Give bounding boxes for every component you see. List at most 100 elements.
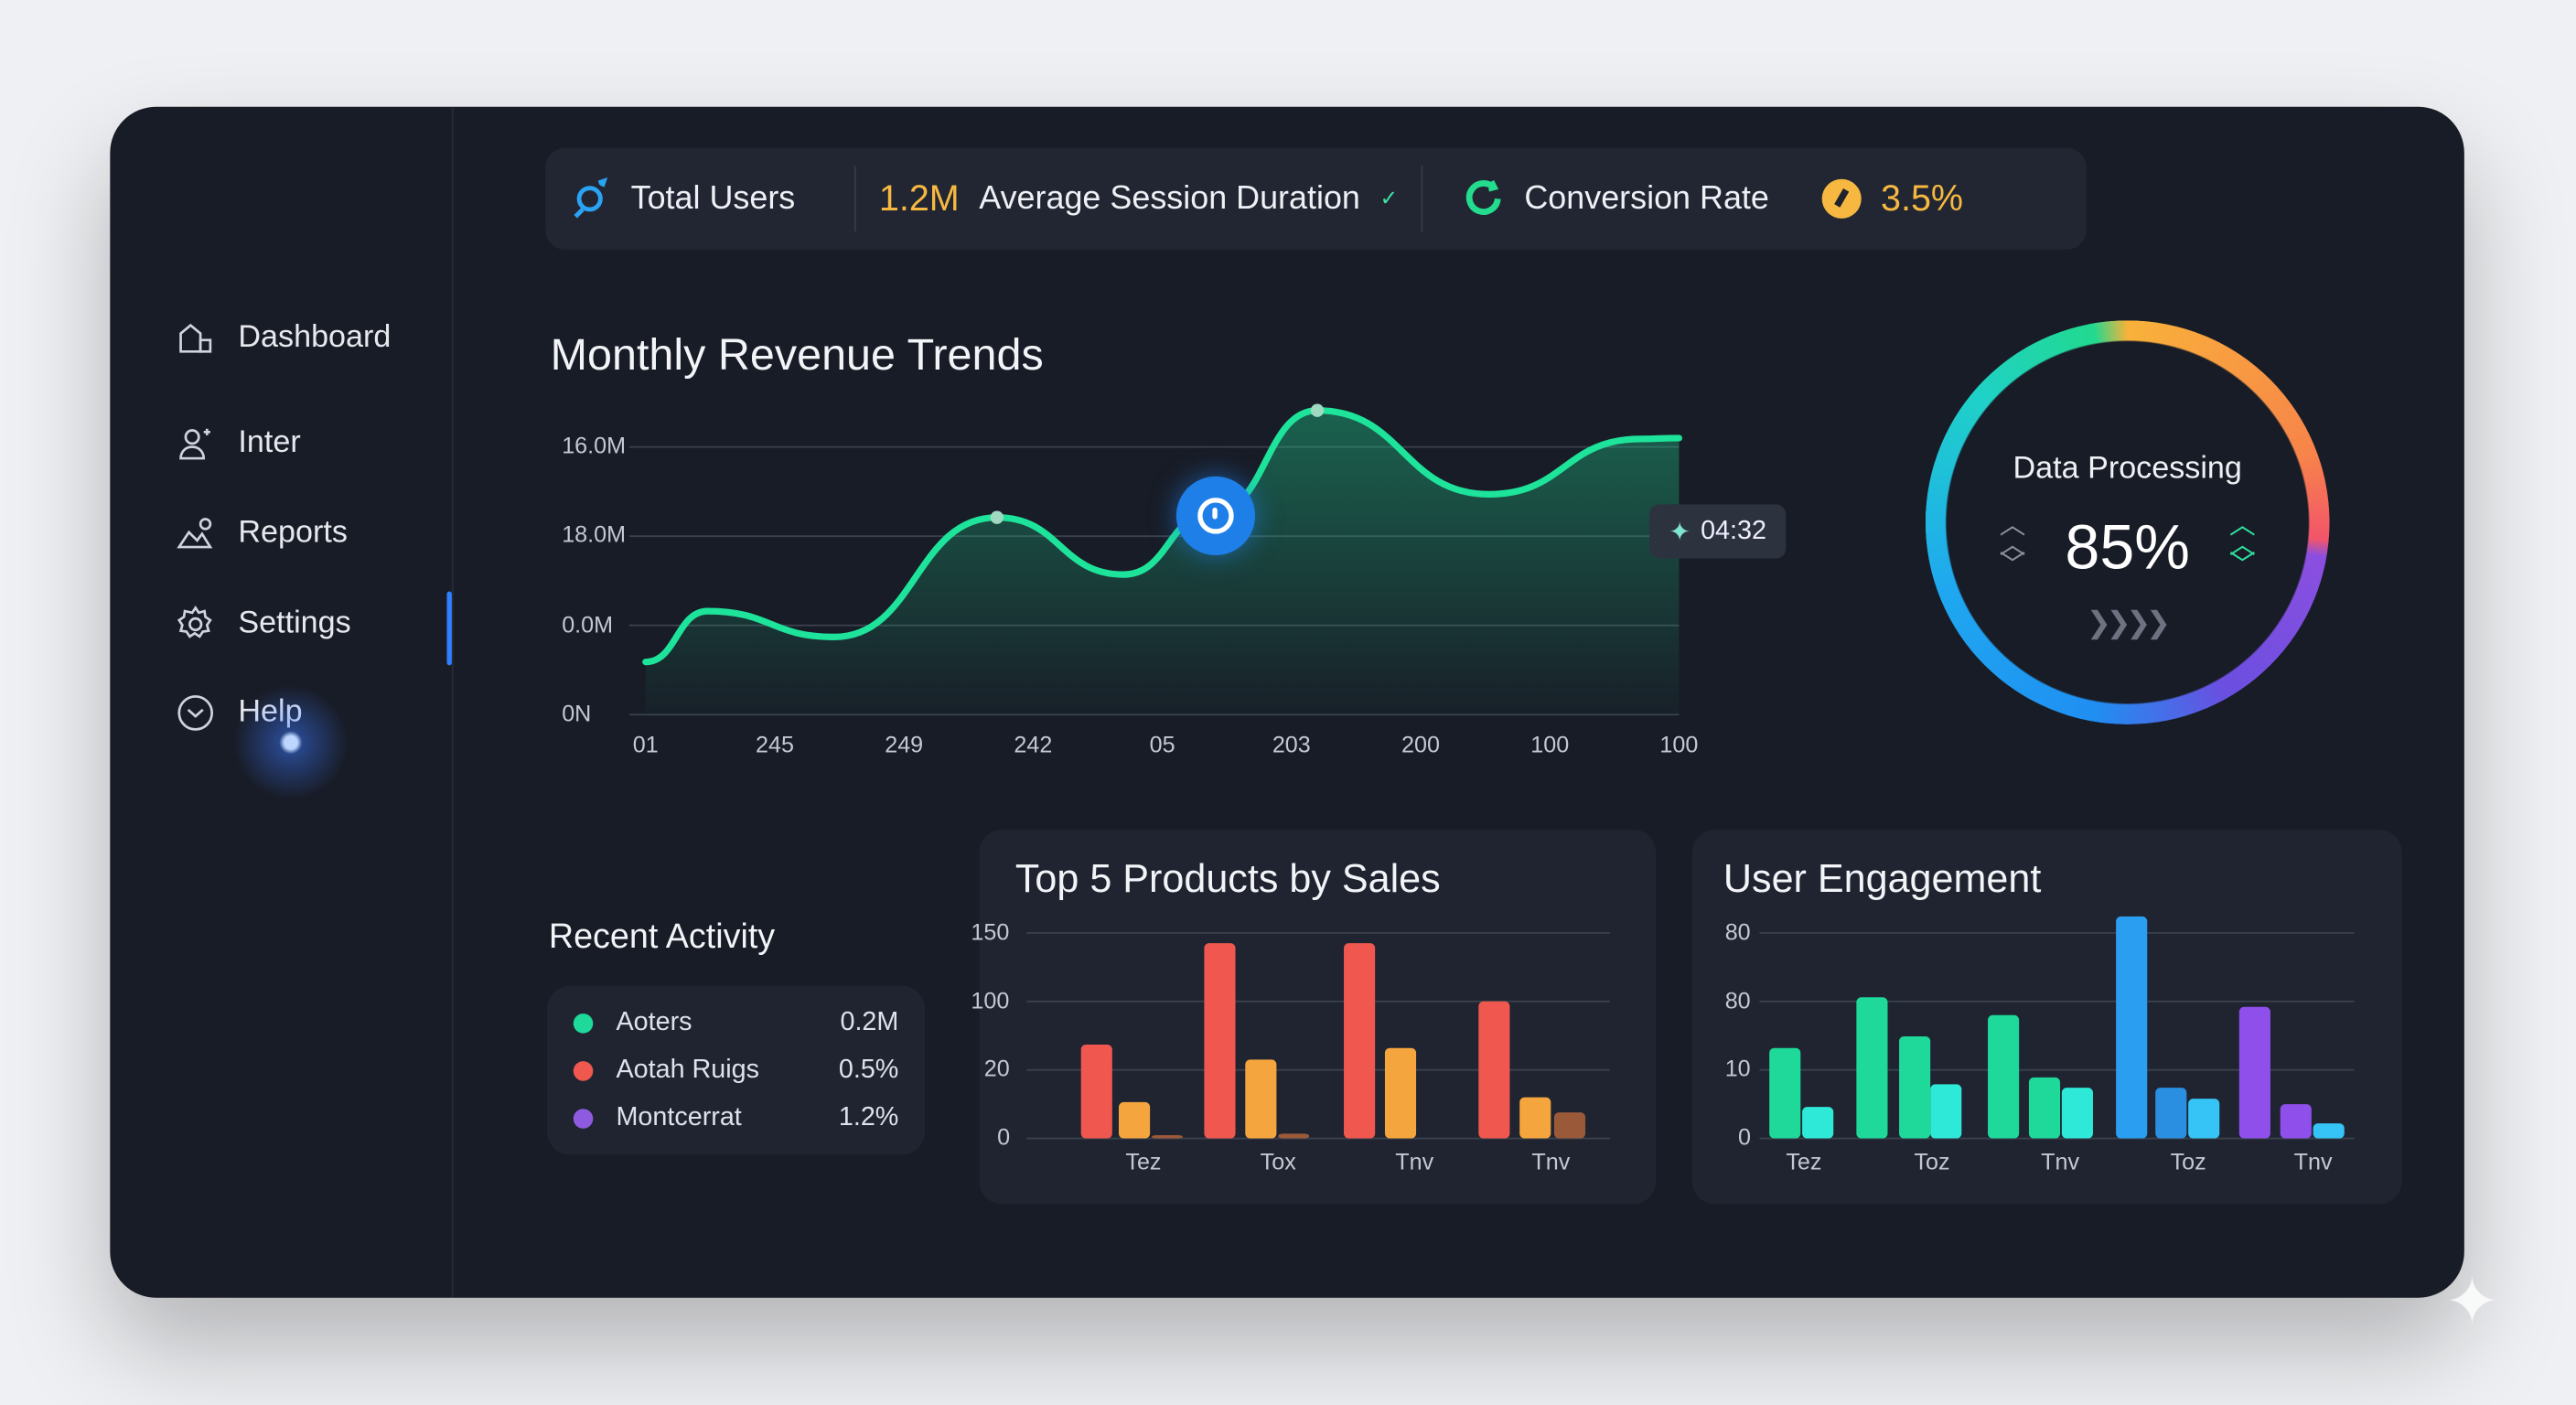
- engagement-bar[interactable]: [2116, 916, 2148, 1139]
- x-tick-label: 200: [1401, 731, 1440, 757]
- activity-value: 0.2M: [840, 1007, 899, 1036]
- x-tick-label: Tnv: [2041, 1148, 2080, 1175]
- engagement-bar[interactable]: [2188, 1099, 2220, 1139]
- activity-item[interactable]: Aoters 0.2M: [573, 999, 899, 1046]
- y-tick-label: 0N: [562, 700, 592, 726]
- kpi-session[interactable]: 1.2M Average Session Duration ✓: [856, 177, 1421, 220]
- revenue-area: [645, 410, 1680, 715]
- reports-icon: [177, 518, 213, 549]
- engagement-bar[interactable]: [1802, 1107, 1834, 1139]
- y-tick-label: 10: [1724, 1055, 1751, 1082]
- activity-name: Aoters: [616, 1007, 692, 1036]
- products-card: Top 5 Products by Sales: [979, 829, 1657, 1205]
- x-tick-label: 01: [632, 731, 659, 757]
- engagement-bar[interactable]: [2155, 1088, 2187, 1139]
- sidebar-item-label: Inter: [238, 425, 301, 460]
- dashboard-icon: [179, 323, 212, 353]
- engagement-bar[interactable]: [1856, 997, 1888, 1139]
- chevrons-up-icon: ︿ ︿ ﹀: [1999, 512, 2026, 580]
- product-bar[interactable]: [1278, 1133, 1310, 1139]
- product-bar[interactable]: [1344, 943, 1376, 1139]
- x-tick-label: Tez: [1125, 1148, 1162, 1175]
- engagement-bar[interactable]: [1769, 1047, 1801, 1139]
- satellite-icon: [574, 177, 608, 219]
- active-indicator: [446, 591, 452, 666]
- processing-value: 85%: [2065, 514, 2190, 584]
- revenue-chart: [628, 403, 1683, 716]
- sidebar-item-inter[interactable]: Inter: [176, 424, 301, 463]
- engagement-bar[interactable]: [2280, 1104, 2312, 1139]
- engagement-bar[interactable]: [1988, 1014, 2020, 1139]
- product-bar[interactable]: [1519, 1097, 1551, 1139]
- y-tick-label: 0: [1738, 1123, 1752, 1151]
- status-dot: [573, 1013, 594, 1033]
- tooltip-value: 04:32: [1701, 516, 1766, 545]
- product-bar[interactable]: [1478, 1001, 1510, 1139]
- engagement-bar[interactable]: [1930, 1084, 1962, 1139]
- y-tick-label: 150: [971, 917, 1010, 945]
- x-tick-label: 249: [885, 731, 924, 757]
- chart-title: Top 5 Products by Sales: [1014, 857, 1441, 902]
- sidebar-item-dashboard[interactable]: Dashboard: [176, 318, 391, 358]
- activity-item[interactable]: Aotah Ruigs 0.5%: [573, 1046, 899, 1094]
- activity-value: 0.5%: [838, 1055, 899, 1084]
- recent-activity-title: Recent Activity: [548, 917, 776, 957]
- revenue-line: [642, 407, 1683, 666]
- chevron-down-icon[interactable]: ✓: [1379, 185, 1399, 210]
- y-tick-label: 18.0M: [562, 521, 627, 548]
- chevrons-up-icon: ︿ ︿ ﹀: [2229, 512, 2256, 580]
- product-bar[interactable]: [1151, 1134, 1184, 1139]
- product-bar[interactable]: [1080, 1044, 1112, 1139]
- kpi-label: Average Session Duration: [979, 179, 1360, 217]
- x-tick-label: Tnv: [1531, 1148, 1571, 1175]
- engagement-bar[interactable]: [1899, 1035, 1931, 1139]
- product-bar[interactable]: [1384, 1047, 1417, 1139]
- chart-marker-button[interactable]: [1175, 476, 1256, 556]
- user-icon: [179, 428, 210, 460]
- gauge-icon: [1821, 178, 1862, 219]
- y-tick-label: 0.0M: [562, 610, 614, 638]
- kpi-bar: Total Users 1.2M Average Session Duratio…: [545, 147, 2087, 250]
- processing-label: Data Processing: [2012, 451, 2242, 487]
- chart-title: Monthly Revenue Trends: [550, 329, 1044, 380]
- activity-name: Aotah Ruigs: [616, 1055, 760, 1084]
- x-tick-label: Tnv: [2293, 1148, 2333, 1175]
- sidebar-item-label: Dashboard: [238, 320, 392, 355]
- x-tick-label: 242: [1014, 731, 1053, 757]
- product-bar[interactable]: [1119, 1101, 1151, 1139]
- sparkle-icon: ✦: [2444, 1266, 2500, 1339]
- chevron-circle-icon: [177, 695, 214, 731]
- engagement-card: User Engagement: [1691, 829, 2402, 1205]
- engagement-bar[interactable]: [2028, 1077, 2061, 1139]
- product-bar[interactable]: [1553, 1112, 1586, 1139]
- y-tick-label: 80: [1724, 986, 1751, 1014]
- kpi-value: 3.5%: [1880, 177, 1964, 219]
- kpi-label: Conversion Rate: [1524, 179, 1769, 217]
- activity-name: Montcerrat: [616, 1102, 742, 1132]
- data-point[interactable]: [990, 510, 1004, 524]
- sidebar-item-reports[interactable]: Reports: [176, 514, 348, 553]
- y-tick-label: 0: [997, 1123, 1011, 1151]
- chart-tooltip: ✦ 04:32: [1649, 504, 1787, 559]
- dashboard-window: Dashboard Inter Reports Settings Help To…: [110, 106, 2464, 1298]
- cursor-glow: [233, 684, 349, 800]
- engagement-bar[interactable]: [2238, 1006, 2270, 1139]
- y-tick-label: 20: [983, 1055, 1010, 1082]
- bar-charts: [1026, 916, 2355, 1140]
- data-point[interactable]: [1310, 403, 1325, 417]
- product-bar[interactable]: [1204, 943, 1236, 1139]
- engagement-bar[interactable]: [2061, 1088, 2093, 1139]
- y-tick-label: 16.0M: [562, 432, 627, 459]
- kpi-label: Total Users: [630, 179, 796, 217]
- activity-item[interactable]: Montcerrat 1.2%: [573, 1094, 898, 1142]
- x-tick-label: Tox: [1260, 1148, 1296, 1175]
- sparkle-icon: ✦: [1669, 518, 1691, 547]
- x-tick-label: 100: [1659, 731, 1699, 757]
- product-bar[interactable]: [1245, 1059, 1277, 1139]
- chevrons-right-icon: ❯❯❯❯: [2086, 606, 2171, 639]
- sidebar-item-label: Settings: [238, 606, 351, 641]
- engagement-bar[interactable]: [2313, 1123, 2345, 1139]
- y-tick-label: 100: [971, 986, 1010, 1014]
- sidebar-item-settings[interactable]: Settings: [176, 605, 351, 644]
